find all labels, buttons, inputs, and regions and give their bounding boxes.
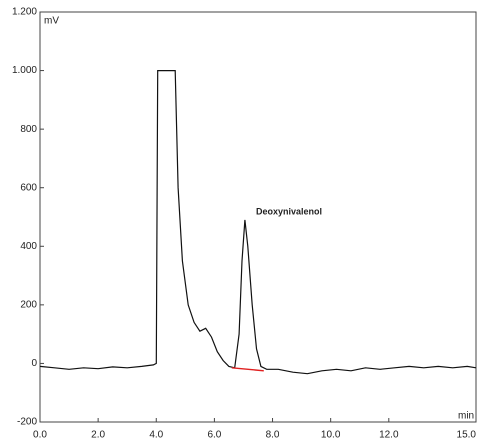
x-tick-label: 10.0 — [321, 430, 341, 441]
y-tick-label: -200 — [17, 417, 37, 428]
x-tick-label: 12.0 — [379, 430, 399, 441]
x-tick-label: 2.0 — [91, 430, 105, 441]
y-tick-label: 1.200 — [12, 7, 37, 18]
x-tick-label: 4.0 — [149, 430, 163, 441]
y-tick-label: 600 — [20, 182, 37, 193]
y-axis-label: mV — [44, 16, 59, 27]
signal-line — [39, 70, 477, 375]
signal-line — [231, 367, 264, 372]
x-tick-label: 6.0 — [207, 430, 221, 441]
y-tick-label: 0 — [31, 358, 37, 369]
x-axis-label: min — [458, 411, 474, 422]
x-tick-label: 0.0 — [33, 430, 47, 441]
y-tick-label: 1.000 — [12, 65, 37, 76]
peak-annotation: Deoxynivalenol — [256, 206, 322, 216]
y-tick-label: 200 — [20, 299, 37, 310]
y-tick-label: 400 — [20, 241, 37, 252]
x-tick-label: 8.0 — [266, 430, 280, 441]
plot-frame — [39, 11, 477, 423]
y-tick-label: 800 — [20, 124, 37, 135]
x-tick-label: 15.0 — [457, 430, 477, 441]
